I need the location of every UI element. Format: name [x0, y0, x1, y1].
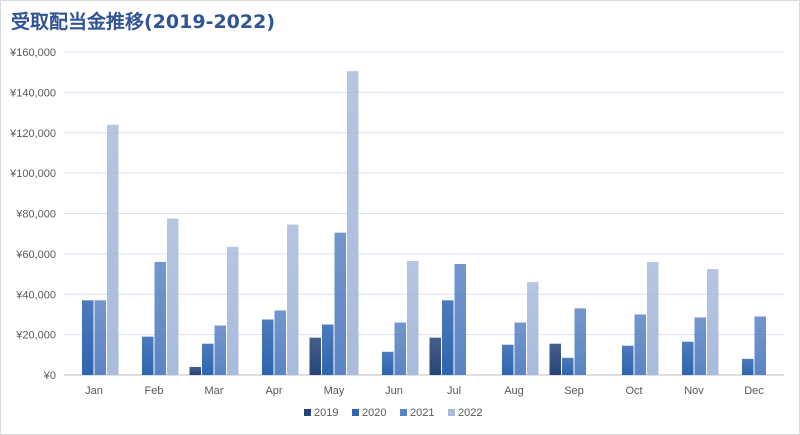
bar-2022-aug	[527, 282, 539, 375]
bar-2021-feb	[154, 261, 166, 375]
bar-2020-aug	[502, 344, 514, 375]
x-tick-label: Oct	[625, 385, 642, 397]
bar-2020-sep	[562, 357, 574, 375]
bar-2019-sep	[549, 343, 561, 375]
legend-swatch	[448, 409, 455, 416]
bar-2021-sep	[574, 308, 586, 375]
bar-2022-jan	[107, 124, 119, 375]
bar-2022-jun	[407, 260, 419, 375]
bar-2021-jan	[94, 300, 106, 375]
x-tick-label: May	[324, 385, 345, 397]
legend-label: 2019	[314, 407, 338, 419]
x-tick-label: Sep	[564, 385, 584, 397]
bars	[82, 71, 766, 375]
legend-swatch	[400, 409, 407, 416]
y-tick-label: ¥120,000	[9, 128, 56, 140]
bar-2022-mar	[227, 246, 239, 375]
bar-2021-apr	[274, 310, 286, 375]
legend-label: 2021	[410, 407, 434, 419]
legend-swatch	[352, 409, 359, 416]
bar-2021-jun	[394, 322, 406, 375]
bar-2021-mar	[214, 325, 226, 375]
bar-2022-apr	[287, 224, 299, 375]
legend: 2019 2020 2021 2022	[304, 407, 482, 419]
x-tick-label: Mar	[205, 385, 224, 397]
x-tick-label: Nov	[684, 385, 704, 397]
bar-2020-may	[322, 324, 334, 375]
x-axis-ticks: Jan Feb Mar Apr May Jun Jul Aug Sep Oct Nov Dec	[85, 385, 764, 397]
bar-2020-nov	[682, 341, 694, 375]
y-tick-label: ¥140,000	[9, 87, 56, 99]
y-tick-label: ¥160,000	[9, 47, 56, 59]
y-tick-label: ¥80,000	[15, 209, 56, 221]
bar-2019-may	[309, 337, 321, 375]
x-tick-label: Jul	[447, 385, 461, 397]
y-tick-label: ¥100,000	[9, 168, 56, 180]
gridlines	[64, 51, 784, 376]
bar-2020-apr	[262, 319, 274, 375]
bar-2020-oct	[622, 345, 634, 375]
bar-2021-jul	[454, 263, 466, 375]
bar-2022-oct	[647, 261, 659, 375]
y-tick-label: ¥20,000	[15, 330, 56, 342]
bar-2021-may	[334, 232, 346, 375]
bar-2020-dec	[742, 358, 754, 375]
x-tick-label: Feb	[145, 385, 164, 397]
y-axis-ticks: ¥0 ¥20,000 ¥40,000 ¥60,000 ¥80,000 ¥100,000 ¥1…	[9, 47, 56, 382]
x-tick-label: Jun	[385, 385, 403, 397]
x-tick-label: Apr	[265, 385, 282, 397]
bar-2020-mar	[202, 343, 214, 375]
bar-2019-jul	[429, 337, 441, 375]
bar-2022-may	[347, 71, 359, 375]
bar-2021-nov	[694, 317, 706, 375]
x-tick-label: Jan	[85, 385, 103, 397]
bar-2021-aug	[514, 322, 526, 375]
bar-2019-mar	[189, 366, 201, 375]
bar-2020-jul	[442, 300, 454, 375]
x-tick-label: Dec	[744, 385, 764, 397]
bar-2022-nov	[707, 269, 719, 375]
chart-title: 受取配当金推移(2019-2022)	[11, 11, 276, 33]
bar-2021-oct	[634, 314, 646, 375]
y-tick-label: ¥0	[43, 370, 56, 382]
bar-2020-jun	[382, 351, 394, 375]
legend-swatch	[304, 409, 311, 416]
bar-2020-jan	[82, 300, 94, 375]
bar-2022-feb	[167, 218, 179, 375]
bar-2020-feb	[142, 336, 154, 375]
legend-label: 2022	[458, 407, 482, 419]
y-tick-label: ¥60,000	[15, 249, 56, 261]
y-tick-label: ¥40,000	[15, 289, 56, 301]
x-tick-label: Aug	[504, 385, 524, 397]
legend-label: 2020	[362, 407, 386, 419]
bar-2021-dec	[754, 316, 766, 375]
